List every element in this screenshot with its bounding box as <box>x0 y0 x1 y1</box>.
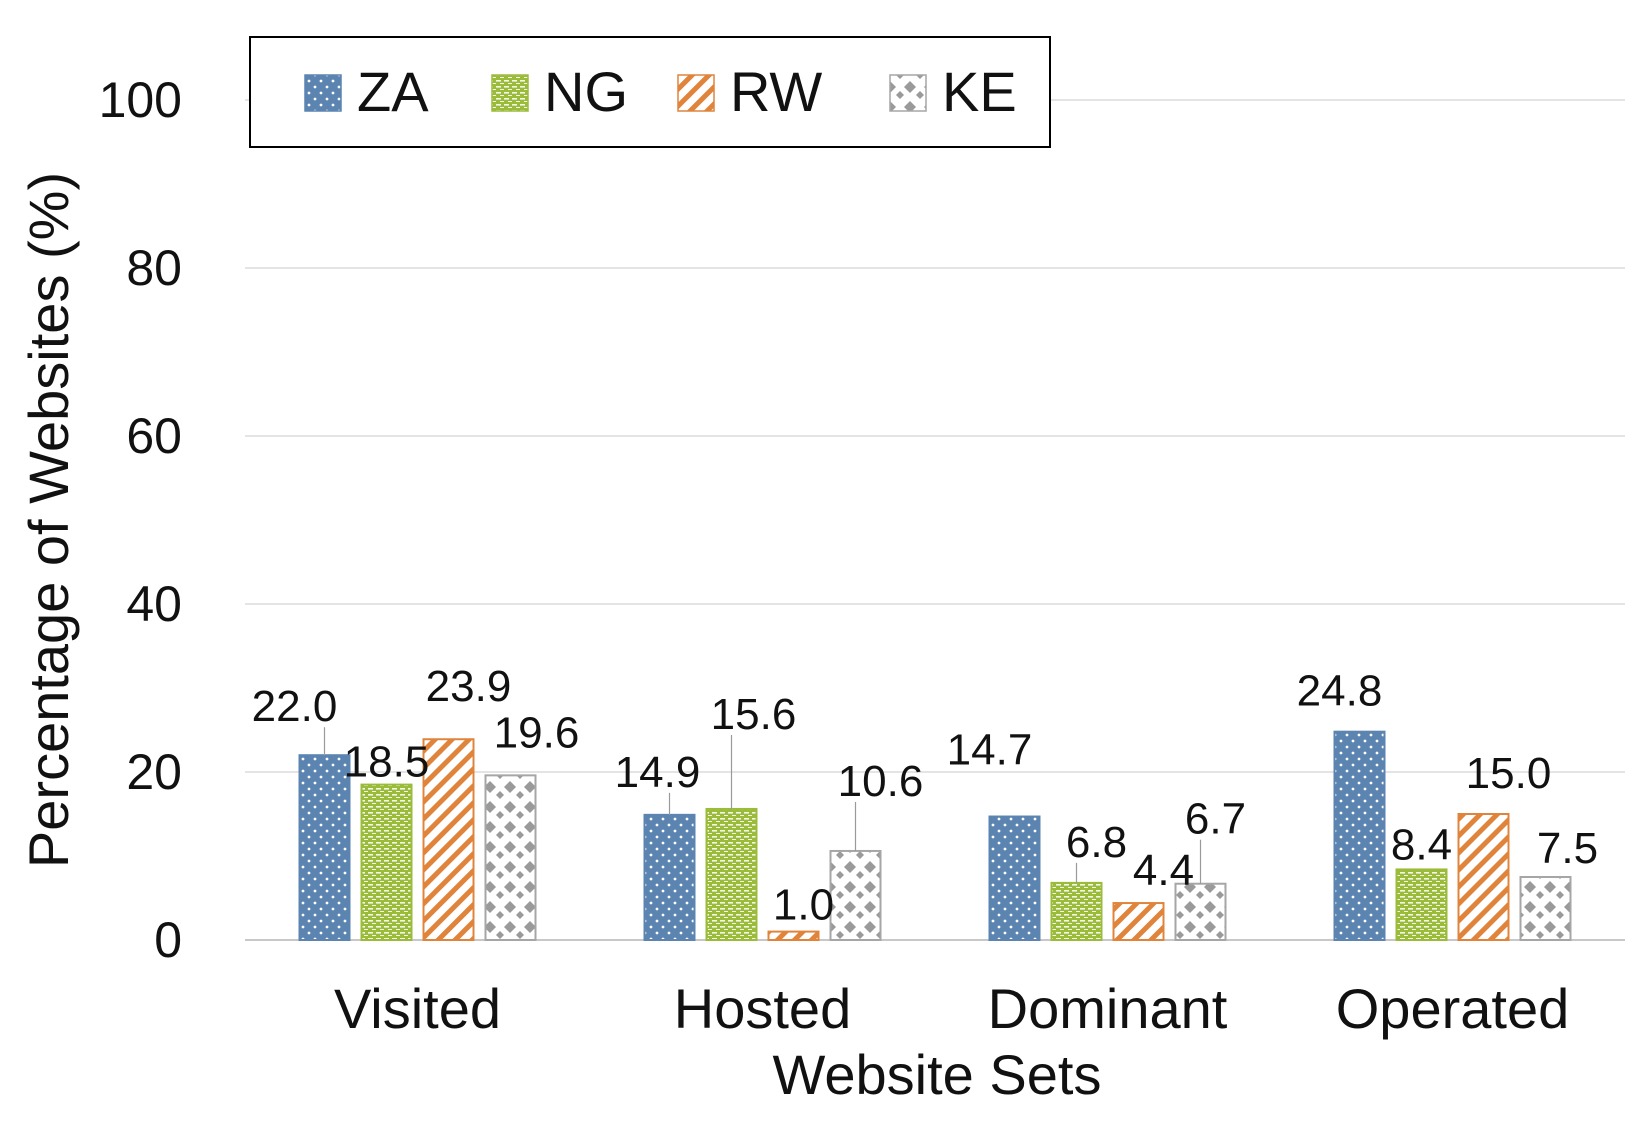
bar-ke-visited <box>484 774 537 941</box>
bar-ng-visited <box>360 783 413 941</box>
x-axis-categories: Visited Hosted Dominant Operated <box>334 977 1569 1040</box>
bar-za-visited <box>298 754 351 942</box>
y-tick-label: 80 <box>126 240 182 296</box>
x-category-label: Operated <box>1336 977 1570 1040</box>
data-label-ng-visited: 18.5 <box>344 738 430 787</box>
y-tick-label: 100 <box>99 72 182 128</box>
data-label-ng-dominant: 6.8 <box>1066 818 1127 867</box>
data-label-ke-visited: 19.6 <box>494 708 580 757</box>
leader-lines <box>323 727 1202 884</box>
legend-swatch-ng <box>491 74 529 112</box>
y-tick-label: 40 <box>126 576 182 632</box>
legend-label-ke: KE <box>942 60 1017 123</box>
bar-rw-hosted <box>767 930 820 941</box>
legend-swatch-rw <box>677 74 715 112</box>
data-label-ng-operated: 8.4 <box>1391 820 1452 869</box>
legend-swatch-za <box>304 74 342 112</box>
bar-ng-dominant <box>1050 881 1103 942</box>
y-tick-label: 60 <box>126 408 182 464</box>
data-label-ke-operated: 7.5 <box>1537 824 1598 873</box>
bar-za-hosted <box>643 813 696 942</box>
x-category-label: Hosted <box>674 977 851 1040</box>
x-category-label: Dominant <box>988 977 1228 1040</box>
bar-ke-hosted <box>829 849 882 942</box>
bar-za-dominant <box>988 815 1041 942</box>
legend-label-ng: NG <box>544 60 628 123</box>
bar-ng-hosted <box>705 807 758 942</box>
data-label-rw-dominant: 4.4 <box>1133 846 1194 895</box>
y-tick-label: 20 <box>126 744 182 800</box>
data-label-rw-hosted: 1.0 <box>773 881 834 930</box>
bars <box>298 730 1572 942</box>
data-label-rw-visited: 23.9 <box>426 662 512 711</box>
bar-rw-visited <box>422 738 475 941</box>
data-label-ng-hosted: 15.6 <box>711 690 797 739</box>
x-axis-title: Website Sets <box>773 1043 1102 1106</box>
y-axis-ticks: 0 20 40 60 80 100 <box>99 72 182 968</box>
data-label-rw-operated: 15.0 <box>1466 749 1552 798</box>
legend-swatch-ke <box>889 74 927 112</box>
y-tick-label: 0 <box>154 912 182 968</box>
bar-ng-operated <box>1395 868 1448 941</box>
data-label-za-visited: 22.0 <box>252 682 338 731</box>
bar-rw-dominant <box>1112 902 1165 941</box>
data-label-za-hosted: 14.9 <box>615 748 701 797</box>
legend-label-rw: RW <box>730 60 822 123</box>
bar-ke-operated <box>1519 876 1572 941</box>
bar-rw-operated <box>1457 813 1510 941</box>
data-label-ke-hosted: 10.6 <box>838 757 924 806</box>
legend: ZA NG RW KE <box>249 36 1051 148</box>
y-axis-title: Percentage of Websites (%) <box>17 172 80 868</box>
data-label-ke-dominant: 6.7 <box>1185 795 1246 844</box>
data-labels: 22.018.5 23.919.6 14.915.6 1.0 10.6 14.7 6.84.… <box>252 662 1598 929</box>
data-label-za-operated: 24.8 <box>1297 667 1383 716</box>
bar-za-operated <box>1333 730 1386 941</box>
legend-label-za: ZA <box>357 60 429 123</box>
x-category-label: Visited <box>334 977 501 1040</box>
data-label-za-dominant: 14.7 <box>947 726 1033 775</box>
